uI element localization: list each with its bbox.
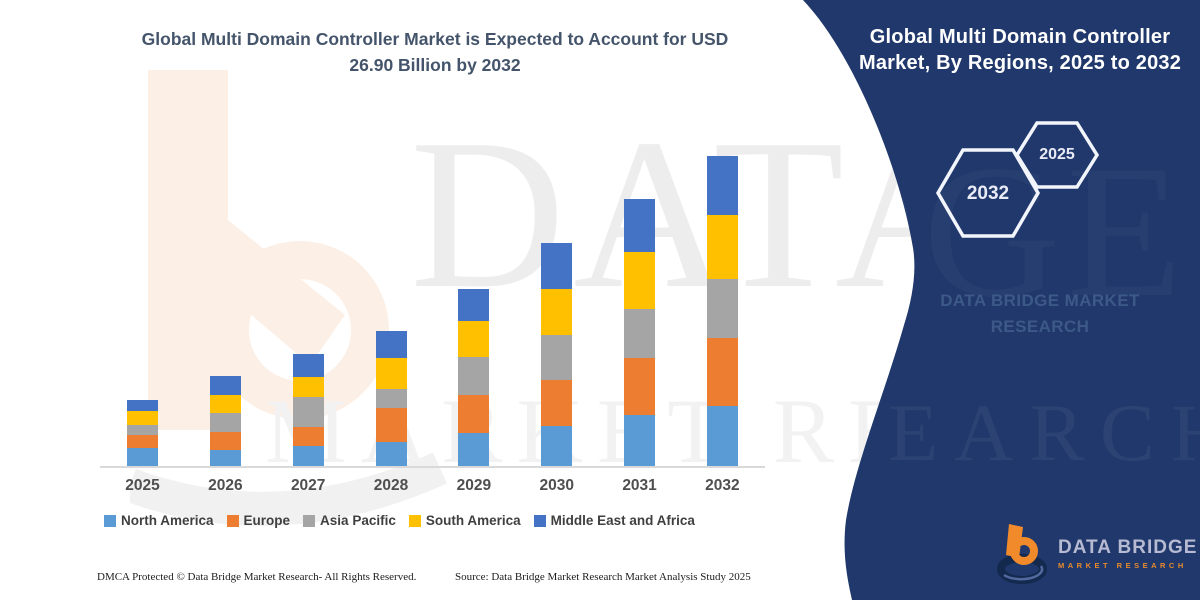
legend-label-middle-east-and-africa: Middle East and Africa <box>550 513 695 528</box>
panel-heading: Global Multi Domain Controller Market, B… <box>855 24 1185 77</box>
bar-2030-segment-south-america <box>541 289 573 335</box>
x-axis-label-2030: 2030 <box>539 477 574 494</box>
bar-2029-segment-south-america <box>458 321 490 358</box>
x-axis-label-2027: 2027 <box>290 477 326 494</box>
hexagon-label-2025: 2025 <box>1039 146 1075 163</box>
bar-2029 <box>458 288 490 466</box>
legend-swatch-asia-pacific <box>303 514 316 527</box>
bar-2032-segment-asia-pacific <box>706 279 738 339</box>
bar-2028 <box>375 331 407 466</box>
hexagon-label-2032: 2032 <box>966 183 1010 204</box>
bar-2029-segment-north-america <box>458 433 490 466</box>
bar-2027-segment-europe <box>292 427 324 446</box>
bar-2031 <box>624 198 656 466</box>
bar-2028-segment-south-america <box>375 358 407 390</box>
legend-item-south-america: South America <box>408 513 521 528</box>
region-panel-shape: DGE EARCH <box>803 0 1200 600</box>
bar-2031-segment-middle-east-and-africa <box>624 198 656 253</box>
bar-2027-segment-middle-east-and-africa <box>292 353 324 378</box>
bar-2026 <box>209 376 241 466</box>
bar-2030-segment-europe <box>541 380 573 426</box>
bar-2029-segment-europe <box>458 394 490 434</box>
legend-swatch-middle-east-and-africa <box>533 514 546 527</box>
bar-2027 <box>292 353 324 466</box>
page-title: Global Multi Domain Controller Market is… <box>100 26 770 79</box>
bar-2028-segment-europe <box>375 407 407 443</box>
legend-item-asia-pacific: Asia Pacific <box>303 513 396 528</box>
bar-2032 <box>706 156 738 466</box>
bar-2026-segment-north-america <box>209 450 241 466</box>
axis-baseline <box>100 466 765 468</box>
legend-swatch-north-america <box>104 514 116 527</box>
bar-2027-segment-north-america <box>292 445 324 466</box>
hexagon-2032-icon <box>935 148 1041 238</box>
legend-item-middle-east-and-africa: Middle East and Africa <box>533 513 695 528</box>
legend-swatch-south-america <box>408 514 421 527</box>
bar-2029-segment-asia-pacific <box>458 357 490 395</box>
x-axis-label-2028: 2028 <box>373 477 409 494</box>
bar-2025-segment-europe <box>127 435 158 449</box>
bar-2025 <box>127 399 158 466</box>
bar-2031-segment-europe <box>624 358 656 416</box>
footer-dmca-text: DMCA Protected © Data Bridge Market Rese… <box>97 571 417 583</box>
bar-2025-segment-middle-east-and-africa <box>127 399 158 411</box>
bar-2031-segment-south-america <box>624 252 656 310</box>
panel-heading-line1: Global Multi Domain Controller <box>869 26 1171 48</box>
bar-2032-segment-north-america <box>706 405 738 466</box>
bar-2026-segment-asia-pacific <box>209 413 241 433</box>
legend-label-south-america: South America <box>425 513 521 528</box>
x-axis-label-2026: 2026 <box>208 477 243 494</box>
bar-2027-segment-south-america <box>292 377 324 398</box>
x-axis-label-2031: 2031 <box>622 477 657 494</box>
databridge-logo: DATA BRIDGE MARKET RESEARCH <box>996 522 1197 584</box>
x-axis-label-2029: 2029 <box>456 477 492 494</box>
databridge-logo-b-icon <box>997 524 1047 584</box>
bar-2030-segment-middle-east-and-africa <box>541 243 573 290</box>
legend-label-europe: Europe <box>243 513 291 528</box>
bar-2030-segment-asia-pacific <box>541 334 573 381</box>
legend-label-north-america: North America <box>121 513 214 528</box>
bar-2028-segment-north-america <box>375 442 407 466</box>
panel-watermark-text-line2: RESEARCH <box>990 316 1090 336</box>
bar-2028-segment-middle-east-and-africa <box>375 331 407 359</box>
bar-plot <box>127 155 738 466</box>
bar-2025-segment-south-america <box>127 410 158 425</box>
x-axis-labels: 2025 2026 2027 2028 2029 2030 2031 2032 <box>125 477 739 495</box>
bar-2025-segment-north-america <box>127 448 158 466</box>
bar-2025-segment-asia-pacific <box>127 424 158 436</box>
bar-2026-segment-middle-east-and-africa <box>209 376 241 395</box>
bar-2026-segment-europe <box>209 432 241 451</box>
bar-2031-segment-asia-pacific <box>624 309 656 359</box>
bar-2032-segment-middle-east-and-africa <box>706 156 738 216</box>
logo-tagline-text: MARKET RESEARCH <box>1058 560 1187 570</box>
panel-watermark-text: DATA BRIDGE MARKET RESEARCH <box>880 288 1200 339</box>
legend-item-europe: Europe <box>226 513 291 528</box>
bar-2028-segment-asia-pacific <box>375 389 407 408</box>
logo-brand-text: DATA BRIDGE <box>1058 536 1198 558</box>
bar-2026-segment-south-america <box>209 394 241 414</box>
legend-item-north-america: North America <box>104 513 214 528</box>
bar-2032-segment-south-america <box>706 215 738 280</box>
bar-2030 <box>541 243 573 466</box>
region-panel: DGE EARCH Global Multi Domain Controller… <box>800 0 1200 600</box>
page-title-line1: Global Multi Domain Controller Market is… <box>141 29 729 49</box>
legend: North America Europe Asia Pacific South Ame… <box>104 513 774 528</box>
bar-2027-segment-asia-pacific <box>292 397 324 428</box>
x-axis-label-2025: 2025 <box>125 477 160 494</box>
panel-watermark-text-line1: DATA BRIDGE MARKET <box>940 291 1140 310</box>
bar-2030-segment-north-america <box>541 425 573 466</box>
x-axis-label-2032: 2032 <box>705 477 740 494</box>
panel-heading-line2: Market, By Regions, 2025 to 2032 <box>858 52 1182 75</box>
footer-source-text: Source: Data Bridge Market Research Mark… <box>455 571 751 583</box>
legend-label-asia-pacific: Asia Pacific <box>320 513 396 528</box>
bar-2031-segment-north-america <box>624 415 656 466</box>
panel-watermark-fragment-line2: EARCH <box>888 387 1200 478</box>
bar-2032-segment-europe <box>706 338 738 406</box>
hexagon-2025-icon <box>1014 121 1100 189</box>
bar-2029-segment-middle-east-and-africa <box>458 288 490 322</box>
page-title-line2: 26.90 Billion by 2032 <box>349 55 521 76</box>
legend-swatch-europe <box>226 514 239 527</box>
